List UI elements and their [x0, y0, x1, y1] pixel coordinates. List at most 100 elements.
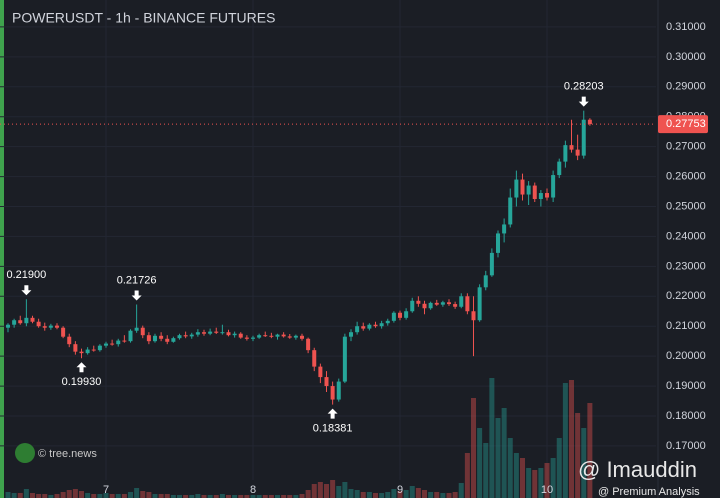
volume-bar — [464, 453, 470, 498]
candle-body — [361, 326, 366, 329]
candle-body — [318, 366, 323, 378]
candle-body — [385, 320, 390, 324]
candle-body — [140, 327, 145, 336]
candle-body — [183, 335, 188, 337]
volume-bar — [232, 495, 238, 498]
volume-bar — [550, 458, 556, 498]
volume-bar — [170, 495, 176, 498]
candle-body — [538, 193, 543, 200]
candle-body — [165, 338, 170, 342]
logo — [15, 443, 35, 463]
candle-body — [581, 119, 586, 156]
annotation-arrow — [76, 362, 87, 373]
y-tick-label: 0.21000 — [666, 320, 706, 332]
candle-body — [251, 337, 255, 339]
candle-body — [514, 179, 519, 198]
volume-bar — [391, 489, 397, 498]
volume-bar — [428, 492, 434, 498]
candle-body — [257, 335, 262, 338]
candle-body — [67, 336, 72, 345]
volume-bar — [146, 492, 152, 498]
candle-body — [342, 336, 347, 382]
volume-bar — [17, 493, 23, 498]
candle-body — [428, 302, 433, 309]
y-tick-label: 0.31000 — [666, 21, 706, 33]
candle-body — [496, 233, 500, 253]
volume-bar — [483, 443, 489, 498]
candle-body — [6, 324, 10, 328]
candle-body — [42, 326, 47, 328]
volume-bar — [532, 470, 538, 498]
volume-bar — [324, 484, 329, 498]
volume-bar — [360, 492, 366, 498]
candle-body — [244, 337, 249, 339]
x-tick-label: 9 — [397, 484, 403, 496]
volume-bar — [268, 495, 274, 498]
candle-body — [349, 332, 353, 337]
volume-bar — [556, 438, 562, 498]
volume-bar — [103, 493, 109, 498]
volume-bar — [471, 398, 476, 498]
x-tick-label: 8 — [250, 484, 256, 496]
candle-body — [416, 300, 421, 304]
candle-body — [373, 324, 378, 327]
volume-bar — [256, 495, 262, 498]
volume-bar — [140, 491, 146, 498]
volume-bar — [409, 486, 415, 498]
y-tick-label: 0.19000 — [666, 380, 706, 392]
candle-body — [569, 145, 574, 150]
y-tick-label: 0.22000 — [666, 290, 706, 302]
candle-body — [300, 335, 304, 339]
y-tick-label: 0.17000 — [666, 440, 706, 452]
annotation-label: 0.28203 — [564, 81, 604, 93]
volume-bar — [244, 495, 250, 498]
candle-body — [61, 327, 66, 337]
volume-bar — [379, 493, 385, 498]
volume-bar — [305, 490, 311, 498]
candle-body — [440, 302, 445, 305]
volume-bar — [397, 491, 403, 498]
annotation-arrow — [131, 290, 142, 301]
volume-bar — [262, 495, 268, 498]
candle-body — [171, 338, 176, 342]
volume-bar — [164, 494, 170, 498]
volume-bar — [213, 495, 219, 498]
volume-bar — [79, 491, 84, 498]
candle-body — [208, 331, 213, 334]
volume-bar — [219, 494, 225, 498]
candle-body — [269, 335, 274, 337]
volume-bar — [440, 493, 446, 498]
volume-bar — [520, 458, 525, 498]
x-tick-label: 10 — [541, 484, 553, 496]
volume-bar — [134, 488, 140, 498]
volume-bar — [526, 468, 532, 498]
candle-body — [312, 350, 317, 367]
candle-body — [85, 349, 90, 354]
price-tag — [658, 115, 708, 134]
volume-bar — [250, 495, 256, 498]
candle-body — [520, 179, 525, 195]
candle-body — [146, 335, 151, 342]
volume-bar — [587, 403, 593, 498]
candle-body — [18, 320, 23, 324]
candle-body — [195, 332, 200, 335]
candle-body — [502, 224, 507, 234]
candle-body — [447, 302, 451, 305]
volume-bar — [513, 453, 519, 498]
candle-body — [293, 335, 298, 338]
candle-body — [263, 335, 268, 337]
volume-bar — [330, 480, 336, 498]
volume-bar — [538, 468, 544, 498]
candle-body — [232, 333, 237, 336]
volume-bar — [97, 494, 103, 498]
candle-body — [330, 386, 335, 400]
volume-bar — [72, 489, 78, 498]
volume-bar — [238, 495, 244, 498]
y-tick-label: 0.29000 — [666, 81, 706, 93]
volume-bar — [342, 482, 348, 498]
y-tick-label: 0.24000 — [666, 230, 706, 242]
volume-bar — [373, 493, 378, 498]
candle-body — [110, 343, 115, 345]
candle-body — [12, 320, 17, 325]
y-tick-label: 0.25000 — [666, 200, 706, 212]
